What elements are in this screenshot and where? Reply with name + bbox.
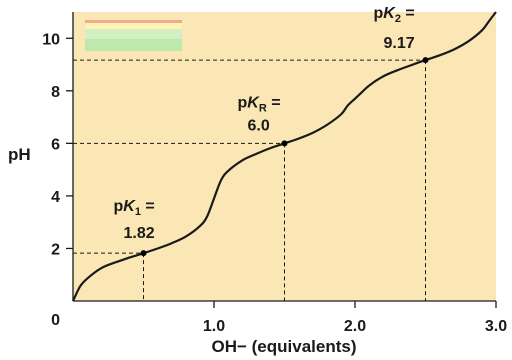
pk-annotation-label: pK2 = [374, 5, 415, 25]
pk-annotation-value: 9.17 [384, 35, 415, 52]
x-tick-label: 1.0 [203, 318, 225, 335]
y-tick-label: 6 [51, 136, 60, 153]
x-tick-label: 2.0 [344, 318, 366, 335]
pk-annotation-value: 6.0 [248, 117, 270, 134]
x-tick-label: 0 [51, 312, 60, 329]
pk-annotation-label: pK1 = [114, 198, 155, 218]
pk-point [281, 140, 288, 147]
y-tick-label: 8 [51, 84, 60, 101]
pk-annotation-value: 1.82 [124, 225, 155, 242]
pk-point [422, 57, 429, 64]
y-tick-label: 2 [51, 241, 60, 258]
pk-annotation-label: pKR = [238, 94, 281, 114]
plot-frame [72, 12, 496, 302]
legend-swatch [85, 20, 182, 51]
y-tick-label: 4 [51, 189, 60, 206]
y-tick-label: 10 [42, 31, 60, 48]
y-axis-label: pH [8, 145, 31, 164]
pk-point [140, 250, 147, 257]
x-tick-label: 3.0 [485, 318, 507, 335]
x-axis-label: OH− (equivalents) [211, 337, 356, 356]
